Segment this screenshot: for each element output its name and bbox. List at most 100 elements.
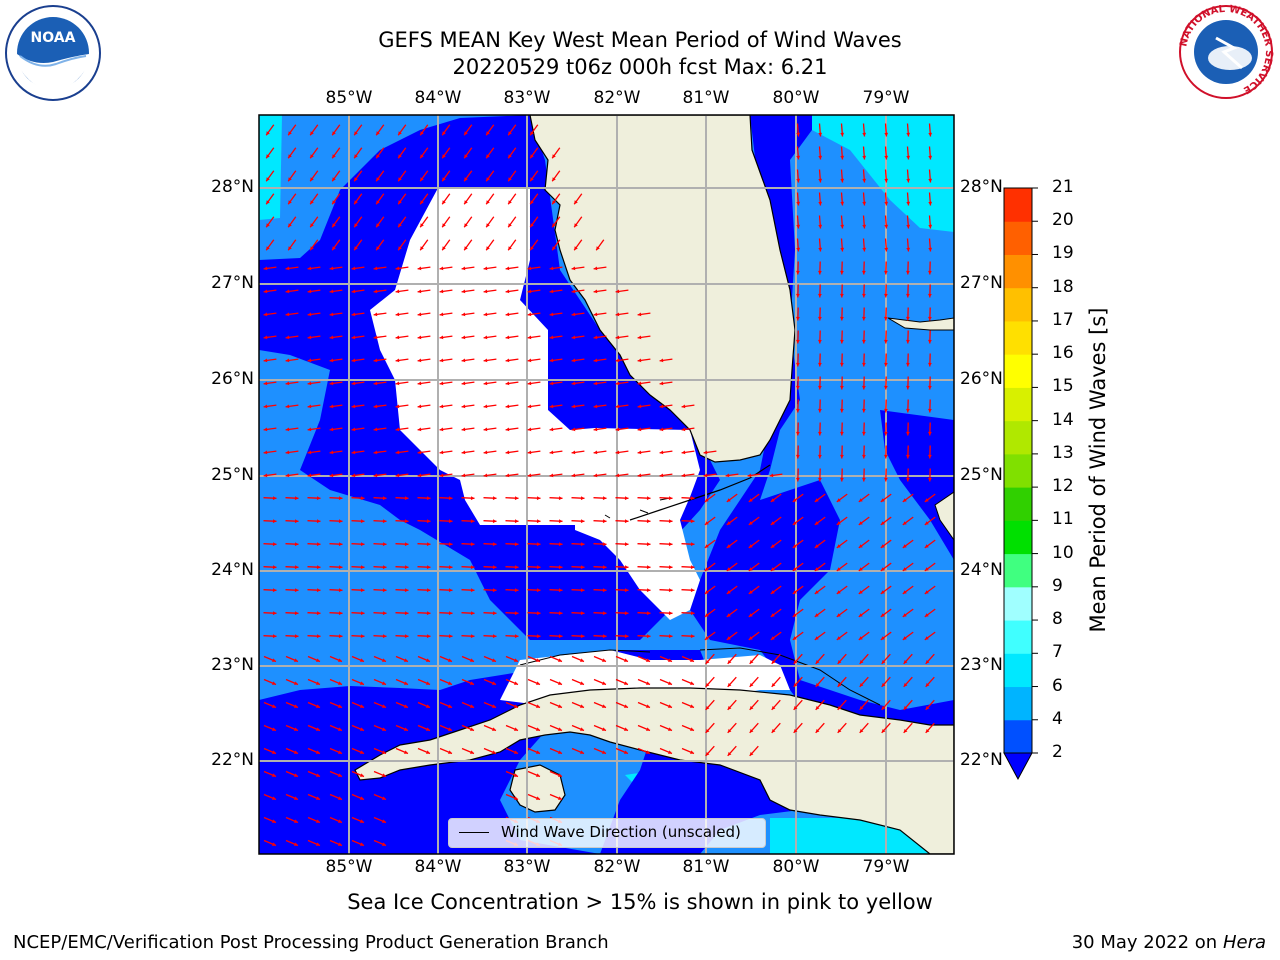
wind-wave-arrow-head bbox=[818, 408, 822, 413]
wind-wave-arrow-head bbox=[536, 773, 540, 777]
wind-wave-arrow-head bbox=[748, 521, 753, 525]
wind-wave-arrow-head bbox=[818, 247, 823, 252]
wind-wave-arrow-head bbox=[420, 223, 424, 228]
wind-wave-arrow-head bbox=[725, 473, 730, 478]
wind-wave-arrow-head bbox=[862, 362, 866, 367]
wind-wave-arrow-head bbox=[705, 683, 710, 687]
wind-wave-arrow-head bbox=[329, 404, 334, 409]
wind-wave-arrow-head bbox=[593, 404, 598, 409]
wind-wave-arrow-head bbox=[395, 404, 400, 409]
wind-wave-arrow-head bbox=[770, 567, 775, 571]
wind-wave-arrow-head bbox=[726, 521, 731, 525]
wind-wave-arrow-head bbox=[332, 177, 336, 182]
wind-wave-arrow-head bbox=[373, 450, 378, 455]
wind-wave-arrow-head bbox=[329, 427, 334, 432]
bahamas-land bbox=[887, 317, 954, 331]
wind-wave-arrow-head bbox=[668, 727, 672, 731]
wind-wave-arrow-head bbox=[837, 729, 842, 733]
wind-wave-arrow-head bbox=[373, 404, 378, 409]
wind-wave-arrow-head bbox=[859, 706, 864, 710]
wind-wave-arrow-head bbox=[903, 683, 908, 687]
wind-wave-arrow-head bbox=[263, 335, 268, 340]
wind-wave-arrow-head bbox=[360, 819, 364, 823]
wind-wave-arrow-head bbox=[360, 519, 365, 524]
wind-wave-arrow-head bbox=[881, 729, 886, 733]
cuba-land bbox=[354, 687, 954, 854]
wind-wave-arrow-head bbox=[571, 427, 576, 432]
wind-wave-arrow-head bbox=[382, 496, 387, 501]
wind-wave-arrow-head bbox=[574, 223, 578, 228]
wind-wave-arrow-head bbox=[536, 727, 540, 731]
wind-wave-arrow-head bbox=[615, 427, 620, 432]
wind-wave-arrow-head bbox=[329, 358, 334, 363]
wind-wave-arrow-head bbox=[530, 131, 534, 136]
wind-wave-arrow-head bbox=[426, 750, 430, 754]
latitude-label: 28°N bbox=[211, 177, 254, 197]
wind-wave-arrow-head bbox=[338, 681, 342, 685]
wind-wave-arrow-head bbox=[316, 542, 321, 547]
wind-wave-arrow-head bbox=[602, 750, 606, 754]
wind-wave-arrow-head bbox=[602, 611, 607, 616]
wind-wave-arrow-head bbox=[796, 339, 800, 344]
wind-wave-arrow-head bbox=[884, 385, 888, 390]
wind-wave-arrow-head bbox=[884, 178, 889, 183]
wind-wave-arrow-head bbox=[288, 246, 292, 251]
wind-wave-arrow-head bbox=[464, 131, 468, 136]
wind-wave-arrow-head bbox=[668, 542, 673, 547]
wind-wave-arrow-head bbox=[360, 658, 364, 662]
wind-wave-arrow-head bbox=[770, 498, 775, 502]
wind-wave-arrow-head bbox=[770, 544, 775, 548]
chart-title: GEFS MEAN Key West Mean Period of Wind W… bbox=[378, 28, 902, 52]
wind-wave-arrow-head bbox=[448, 750, 452, 754]
wind-wave-arrow-head bbox=[492, 565, 497, 570]
wind-wave-arrow-head bbox=[602, 519, 607, 524]
wind-wave-arrow-head bbox=[536, 588, 541, 593]
wind-wave-arrow-head bbox=[928, 224, 933, 229]
wind-wave-arrow-head bbox=[928, 201, 933, 206]
wind-wave-arrow-head bbox=[615, 358, 620, 363]
wind-wave-arrow-head bbox=[840, 362, 844, 367]
wind-wave-arrow-head bbox=[373, 312, 378, 317]
wind-wave-arrow-head bbox=[814, 636, 819, 640]
wind-wave-arrow-head bbox=[769, 473, 774, 478]
wind-wave-arrow-head bbox=[442, 154, 446, 159]
wind-wave-arrow-head bbox=[316, 750, 320, 754]
wind-wave-arrow-head bbox=[818, 385, 822, 390]
wind-wave-arrow-head bbox=[549, 404, 554, 409]
wind-wave-arrow-head bbox=[681, 450, 686, 455]
wind-wave-arrow-head bbox=[486, 200, 490, 205]
wind-wave-arrow-head bbox=[925, 706, 930, 710]
wind-wave-arrow-head bbox=[288, 223, 292, 228]
wind-wave-arrow-head bbox=[880, 567, 885, 571]
wind-wave-arrow-head bbox=[508, 154, 512, 159]
wind-wave-arrow-head bbox=[881, 683, 886, 687]
wind-wave-arrow-head bbox=[726, 636, 731, 640]
wind-wave-arrow-head bbox=[747, 473, 752, 478]
wind-wave-arrow-head bbox=[771, 729, 776, 733]
wind-wave-arrow-head bbox=[354, 246, 358, 251]
wind-wave-arrow-head bbox=[332, 131, 336, 136]
wind-wave-arrow-head bbox=[796, 247, 801, 252]
wind-wave-arrow-head bbox=[404, 588, 409, 593]
wind-wave-arrow-head bbox=[928, 132, 933, 137]
wind-wave-arrow-head bbox=[558, 704, 562, 708]
wind-wave-arrow-head bbox=[294, 681, 298, 685]
map-frame bbox=[258, 114, 955, 855]
wind-wave-arrow-head bbox=[818, 178, 823, 183]
wind-wave-arrow-head bbox=[536, 611, 541, 616]
wind-wave-arrow-head bbox=[395, 312, 400, 317]
wind-wave-arrow-head bbox=[338, 773, 342, 777]
wind-wave-arrow-head bbox=[486, 223, 490, 228]
wind-wave-arrow-head bbox=[668, 611, 673, 616]
wind-wave-arrow-head bbox=[637, 335, 642, 340]
wind-wave-arrow-head bbox=[681, 427, 686, 432]
wind-wave-arrow-head bbox=[382, 588, 387, 593]
wind-wave-arrow-head bbox=[382, 842, 386, 846]
wind-wave-arrow-head bbox=[263, 381, 268, 386]
wind-wave-arrow-head bbox=[549, 473, 554, 478]
wind-wave-arrow-head bbox=[272, 681, 276, 685]
longitude-label: 82°W bbox=[593, 857, 641, 877]
wind-wave-arrow-head bbox=[483, 473, 488, 478]
colorbar-tick-label: 20 bbox=[1052, 210, 1074, 231]
wind-wave-arrow-head bbox=[840, 132, 845, 137]
